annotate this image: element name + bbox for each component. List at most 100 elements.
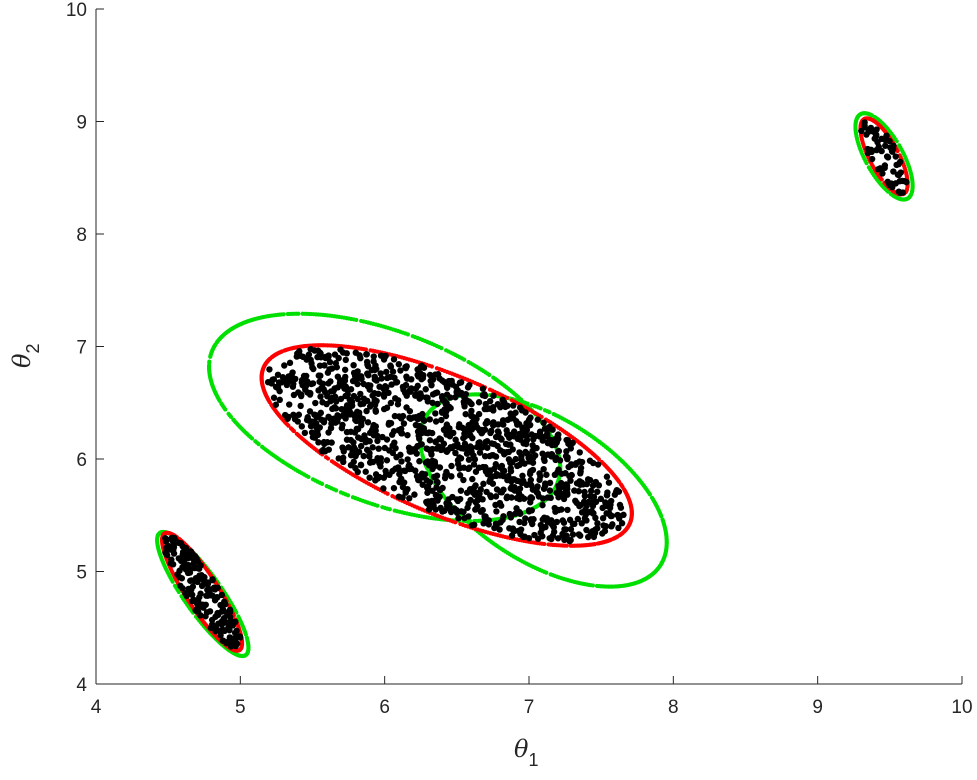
sample-point [191,555,198,562]
sample-point [613,486,621,494]
sample-point [422,394,430,401]
boundary-dot [897,143,902,148]
sample-point [221,627,228,635]
sample-point [464,427,472,435]
sample-point [175,539,183,547]
sample-point [229,641,236,648]
sample-point [310,365,317,373]
sample-point [426,437,434,444]
sample-point [466,381,473,389]
sample-point [471,521,478,528]
sample-point [211,597,219,604]
sample-point [572,497,579,505]
sample-point [434,371,442,378]
sample-point [516,518,523,526]
sample-point [439,484,446,492]
sample-point [177,557,185,565]
sample-point [354,368,361,375]
sample-point [480,480,487,488]
sample-point [375,390,382,397]
sample-point [507,441,514,448]
sample-point [588,507,595,515]
sample-point [169,561,177,568]
sample-point [332,405,340,412]
sample-point [416,458,423,465]
boundary-dot [649,495,655,500]
sample-point [307,345,314,353]
sample-point [359,415,367,423]
sample-point [366,474,373,481]
sample-point [477,508,485,515]
sample-point [396,470,403,478]
sample-point [534,535,542,542]
sample-point [469,413,476,420]
sample-point [363,407,370,415]
sample-point [343,428,351,436]
sample-point [456,379,464,386]
sample-point [232,618,239,626]
boundary-dot [208,354,213,359]
sample-point [316,349,324,356]
sample-point [214,627,222,634]
sample-point [196,565,203,572]
sample-point [298,376,306,384]
sample-point [555,447,563,455]
sample-point [395,413,403,420]
sample-point [404,431,411,439]
sample-point [494,442,501,450]
sample-point [417,441,424,448]
sample-point [424,489,431,496]
sample-point [541,457,548,465]
sample-point [448,377,455,385]
sample-point [354,373,361,381]
sample-point [553,489,560,497]
sample-point [882,142,889,149]
sample-point [371,396,378,404]
sample-point [219,637,227,644]
sample-point [576,478,583,485]
boundary-dot [509,398,514,403]
sample-point [484,444,491,451]
sample-point [460,476,467,484]
sample-point [400,479,408,486]
sample-point [573,460,580,467]
sample-point [190,560,197,567]
sample-point [453,509,461,516]
sample-point [594,488,601,495]
sample-point [342,356,349,364]
sample-point [527,468,534,475]
axis-titles: θ1 θ2 [8,344,538,770]
sample-point [189,597,196,605]
sample-point [529,486,537,493]
sample-point [342,415,349,422]
sample-point [313,413,320,421]
sample-point [198,572,205,579]
sample-point [232,635,239,642]
boundary-dot [176,589,181,595]
sample-point [406,414,413,422]
sample-point [471,456,479,463]
sample-point [597,495,605,503]
boundary-dot [648,573,653,578]
sample-point [522,409,529,416]
sample-point [879,170,886,177]
y-tick-label: 5 [76,563,87,584]
sample-point [325,352,332,359]
sample-point [513,505,520,512]
sample-point [578,520,585,527]
sample-point [460,398,467,405]
x-tick-label: 5 [235,697,246,718]
sample-point [388,431,396,438]
sample-point [388,381,395,388]
sample-point [585,533,592,541]
sample-point [605,479,613,486]
boundary-dot [345,493,351,498]
sample-point [455,515,462,522]
sample-point [353,408,361,416]
sample-point [442,471,449,479]
sample-point [507,514,515,521]
sample-point [873,146,880,154]
y-tick-label: 4 [76,675,87,696]
sample-point [377,370,384,377]
sample-point [428,381,435,389]
